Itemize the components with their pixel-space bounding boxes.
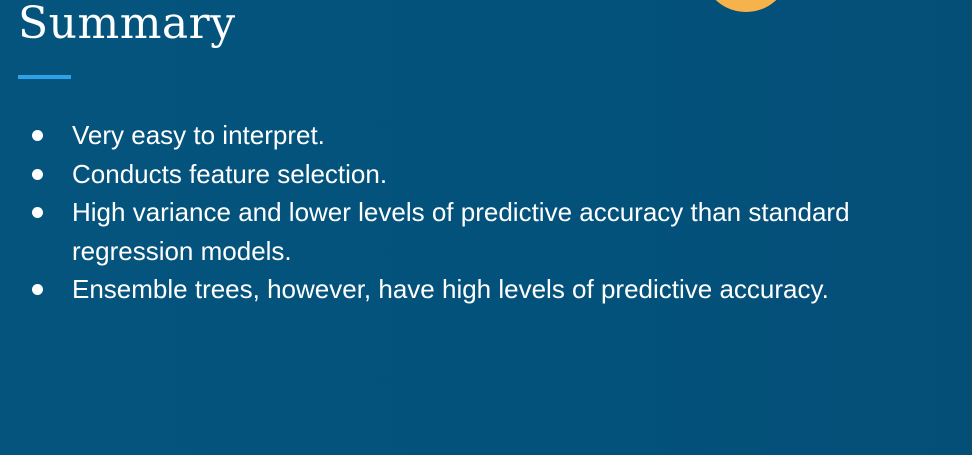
bullet-item: Conducts feature selection. [30,155,930,194]
bullet-list: Very easy to interpret. Conducts feature… [30,116,930,309]
bullet-text: High variance and lower levels of predic… [72,197,850,266]
slide-title: Summary [18,0,236,49]
bullet-item: Ensemble trees, however, have high level… [30,270,930,309]
bullet-text: Ensemble trees, however, have high level… [72,274,829,304]
bullet-text: Conducts feature selection. [72,158,388,189]
bullet-dot-icon [32,130,43,141]
bullet-item: High variance and lower levels of predic… [30,193,930,270]
decorative-circle [705,0,787,12]
bullet-dot-icon [32,284,43,295]
bullet-dot-icon [32,207,43,218]
bullet-item: Very easy to interpret. [30,116,930,155]
slide-edge-strip [967,0,972,455]
title-underline [18,75,71,79]
bullet-text: Very easy to interpret. [72,120,325,150]
bullet-dot-icon [32,168,43,180]
